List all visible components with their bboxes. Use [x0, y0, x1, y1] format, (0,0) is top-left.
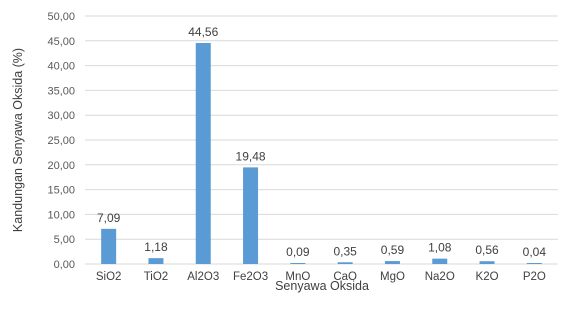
- x-tick-label: Fe2O3: [233, 271, 268, 283]
- gridlines: [85, 15, 558, 265]
- data-labels: 7,09 1,18 44,56 19,48 0,09 0,35 0,59 1,08 0,56 0,…: [97, 25, 546, 259]
- x-tick-label: SiO2: [96, 271, 122, 283]
- data-label: 0,59: [381, 243, 405, 257]
- bar: [148, 258, 164, 264]
- data-label: 44,56: [188, 25, 218, 39]
- bar: [526, 263, 542, 264]
- y-tick-label: 40,00: [47, 61, 75, 73]
- y-tick-label: 5,00: [54, 234, 75, 246]
- x-axis-title: Senyawa Oksida: [275, 279, 369, 293]
- data-label: 1,18: [144, 240, 168, 254]
- x-axis-ticks: SiO2 TiO2 Al2O3 Fe2O3 MnO CaO MgO Na2O K2O P2O: [96, 271, 546, 283]
- x-tick-label: Al2O3: [187, 271, 219, 283]
- bar: [195, 42, 211, 265]
- data-label: 0,35: [333, 244, 357, 258]
- bar: [384, 261, 400, 264]
- y-tick-label: 0,00: [54, 259, 75, 271]
- y-tick-label: 10,00: [47, 209, 75, 221]
- bar: [479, 261, 495, 264]
- y-tick-label: 25,00: [47, 135, 75, 147]
- data-label: 0,04: [523, 245, 547, 259]
- data-label: 0,09: [286, 245, 310, 259]
- x-tick-label: K2O: [476, 271, 499, 283]
- y-tick-label: 45,00: [47, 36, 75, 48]
- data-label: 1,08: [428, 241, 452, 255]
- data-label: 0,56: [475, 243, 499, 257]
- data-label: 7,09: [97, 211, 121, 225]
- bar: [337, 262, 353, 264]
- y-tick-label: 35,00: [47, 85, 75, 97]
- bar: [243, 167, 259, 264]
- x-tick-label: Na2O: [425, 271, 455, 283]
- y-axis-title: Kandungan Senyawa Oksida (%): [11, 48, 25, 232]
- bar: [290, 263, 306, 264]
- x-tick-label: MnO: [285, 271, 310, 283]
- y-axis-ticks: 0,00 5,00 10,00 15,00 20,00 25,00 30,00 35,00 40…: [47, 11, 75, 271]
- bar: [432, 258, 448, 264]
- bars: [101, 42, 542, 265]
- y-tick-label: 15,00: [47, 185, 75, 197]
- y-tick-label: 50,00: [47, 11, 75, 23]
- data-label: 19,48: [236, 149, 266, 163]
- bar: [101, 228, 117, 264]
- x-tick-label: TiO2: [144, 271, 169, 283]
- x-tick-label: MgO: [380, 271, 405, 283]
- y-tick-label: 20,00: [47, 160, 75, 172]
- x-tick-label: CaO: [333, 271, 357, 283]
- y-tick-label: 30,00: [47, 110, 75, 122]
- x-tick-label: P2O: [523, 271, 546, 283]
